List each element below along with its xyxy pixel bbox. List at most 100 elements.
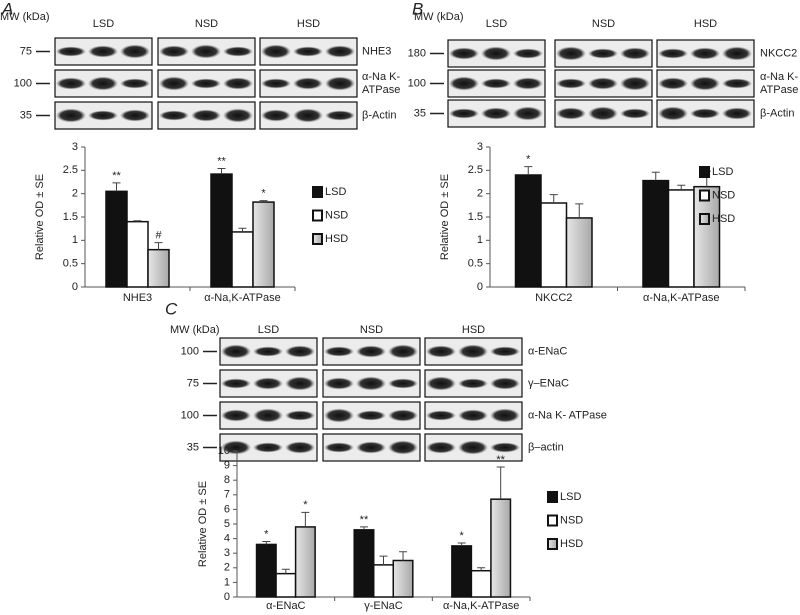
legend-label: NSD <box>560 514 583 526</box>
group-label: NSD <box>360 324 383 336</box>
significance-label: * <box>459 530 464 542</box>
group-label: LSD <box>258 324 279 336</box>
bar <box>451 545 473 598</box>
y-tick-label: 0 <box>72 281 78 293</box>
blot-band <box>120 109 150 122</box>
legend-label: HSD <box>325 233 348 245</box>
bar <box>514 174 542 288</box>
blot-band <box>690 47 720 60</box>
blot-label: α-Na K- <box>362 71 400 83</box>
legend-swatch <box>547 514 558 527</box>
blot-band <box>253 442 283 453</box>
y-tick-label: 0.5 <box>468 258 483 270</box>
legend-label: LSD <box>325 186 346 198</box>
blot-band <box>325 45 355 58</box>
blot-band <box>253 377 283 390</box>
significance-label: ** <box>496 454 505 466</box>
group-label: HSD <box>462 324 485 336</box>
bar <box>392 559 414 598</box>
blot-label: ATPase <box>362 84 400 96</box>
bar <box>642 179 670 288</box>
legend-label: LSD <box>560 491 581 503</box>
blot-band <box>588 106 618 121</box>
x-tick-label: α-Na,K-ATPase <box>443 600 519 612</box>
significance-label: # <box>155 230 162 242</box>
bar <box>565 217 593 288</box>
blot-band <box>56 108 86 123</box>
blot-band <box>56 46 86 57</box>
blot-band <box>620 76 650 91</box>
mw-value: 180 <box>408 47 426 59</box>
blot-band <box>513 106 543 121</box>
blot-band <box>261 44 291 59</box>
blot-band <box>658 106 688 121</box>
blot-band <box>658 77 688 90</box>
blot-band <box>356 376 386 391</box>
blot-band <box>556 46 586 61</box>
error-bar <box>301 511 310 527</box>
blot-band <box>223 108 253 123</box>
blot-band <box>285 376 315 391</box>
error-bar <box>399 551 408 561</box>
blot-band <box>324 377 354 390</box>
legend-swatch <box>699 189 710 202</box>
blot-band <box>191 109 221 122</box>
blot-band <box>426 345 456 358</box>
blot-band <box>285 441 315 454</box>
error-bar <box>651 171 660 181</box>
significance-label: * <box>303 499 308 511</box>
blot-band <box>253 346 283 357</box>
legend-swatch <box>312 186 323 198</box>
legend-label: NSD <box>712 189 735 201</box>
blot-band <box>388 409 418 422</box>
error-bar <box>259 200 268 203</box>
blot-band <box>221 440 251 455</box>
blot-band <box>458 440 488 455</box>
bar <box>540 202 568 288</box>
blot-band <box>88 110 118 121</box>
error-bar <box>379 555 388 565</box>
mw-value: 100 <box>408 77 426 89</box>
blot-label: β-Actin <box>362 109 396 121</box>
group-label: NSD <box>592 18 615 30</box>
y-tick-label: 1 <box>224 576 230 588</box>
blot-band <box>159 110 189 121</box>
blot-band <box>293 46 323 57</box>
error-bar <box>677 184 686 190</box>
blot-band <box>620 47 650 60</box>
blot-label: α-Na K- <box>760 71 798 83</box>
bar <box>252 201 275 288</box>
blot-band <box>588 77 618 90</box>
x-tick-label: α-Na,K-ATPase <box>643 292 719 304</box>
y-tick-label: 3 <box>224 547 230 559</box>
blot-label: NHE3 <box>362 45 391 57</box>
blot-band <box>356 410 386 421</box>
blot-band <box>426 441 456 454</box>
blot-band <box>253 408 283 423</box>
error-bar <box>217 167 226 175</box>
y-tick-label: 2.5 <box>468 164 483 176</box>
significance-label: ** <box>360 514 369 526</box>
y-tick-label: 9 <box>224 460 230 472</box>
significance-label: * <box>264 528 269 540</box>
error-bar <box>457 542 466 546</box>
bar <box>294 526 316 598</box>
y-tick-label: 1 <box>72 234 78 246</box>
panel-letter: A <box>1 0 13 18</box>
blot-band <box>88 76 118 91</box>
blot-band <box>159 45 189 58</box>
blot-label: β–actin <box>528 441 564 453</box>
blot-label: NKCC2 <box>760 47 797 59</box>
group-label: NSD <box>195 18 218 30</box>
blot-band <box>325 76 355 91</box>
blot-band <box>449 76 479 91</box>
blot-band <box>261 109 291 122</box>
y-tick-label: 10 <box>218 445 230 457</box>
panel-letter: C <box>165 299 178 318</box>
blot-band <box>388 440 418 455</box>
significance-label: ** <box>217 155 226 167</box>
blot-band <box>356 345 386 358</box>
mw-value: 75 <box>20 45 32 57</box>
group-label: LSD <box>486 18 507 30</box>
